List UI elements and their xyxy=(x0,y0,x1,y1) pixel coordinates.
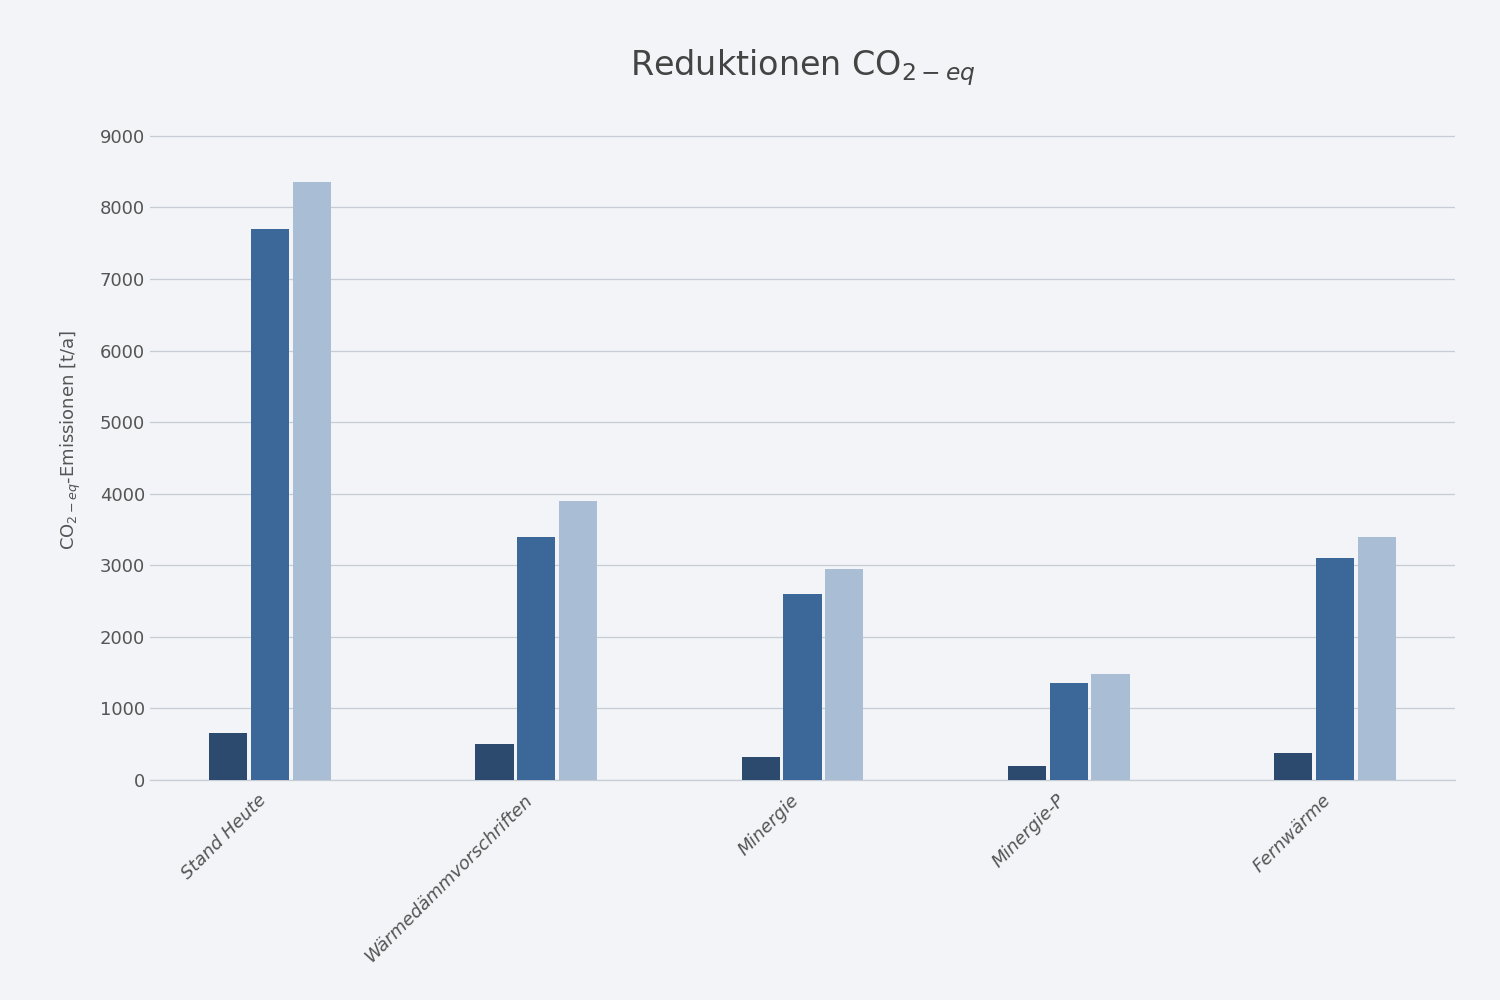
Bar xyxy=(292,182,332,780)
Bar xyxy=(518,537,555,780)
Bar xyxy=(210,733,248,780)
Bar xyxy=(1274,753,1312,780)
Bar xyxy=(825,569,864,780)
Bar xyxy=(251,229,290,780)
Bar xyxy=(1316,558,1354,780)
Bar xyxy=(783,594,822,780)
Bar xyxy=(1358,537,1395,780)
Y-axis label: CO$_{2-eq}$-Emissionen [t/a]: CO$_{2-eq}$-Emissionen [t/a] xyxy=(58,330,82,550)
Bar xyxy=(1050,683,1088,780)
Bar xyxy=(1008,766,1046,780)
Bar xyxy=(1092,674,1130,780)
Bar xyxy=(741,757,780,780)
Bar xyxy=(476,744,513,780)
Bar xyxy=(560,501,597,780)
Title: Reduktionen CO$_{2-eq}$: Reduktionen CO$_{2-eq}$ xyxy=(630,47,975,88)
